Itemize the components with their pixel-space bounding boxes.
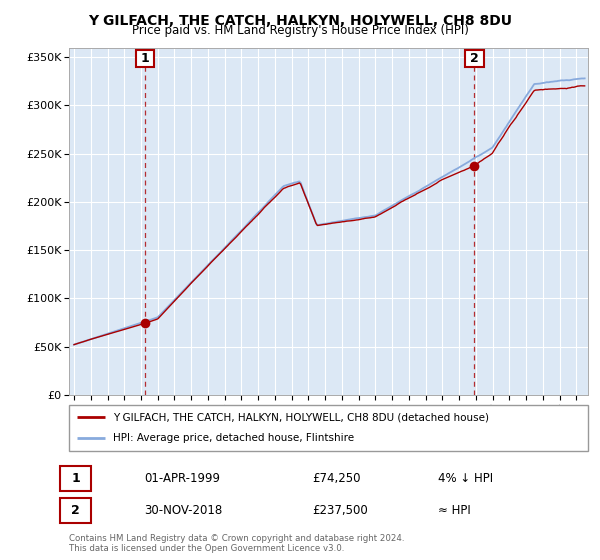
- Text: ≈ HPI: ≈ HPI: [438, 504, 471, 517]
- Text: Price paid vs. HM Land Registry's House Price Index (HPI): Price paid vs. HM Land Registry's House …: [131, 24, 469, 37]
- Text: 30-NOV-2018: 30-NOV-2018: [144, 504, 222, 517]
- Text: £74,250: £74,250: [312, 472, 361, 486]
- FancyBboxPatch shape: [136, 49, 154, 67]
- FancyBboxPatch shape: [465, 49, 484, 67]
- Text: HPI: Average price, detached house, Flintshire: HPI: Average price, detached house, Flin…: [113, 433, 354, 444]
- Text: Contains HM Land Registry data © Crown copyright and database right 2024.
This d: Contains HM Land Registry data © Crown c…: [69, 534, 404, 553]
- Text: 1: 1: [71, 472, 80, 486]
- Text: 4% ↓ HPI: 4% ↓ HPI: [438, 472, 493, 486]
- Text: £237,500: £237,500: [312, 504, 368, 517]
- Text: 01-APR-1999: 01-APR-1999: [144, 472, 220, 486]
- Text: Y GILFACH, THE CATCH, HALKYN, HOLYWELL, CH8 8DU (detached house): Y GILFACH, THE CATCH, HALKYN, HOLYWELL, …: [113, 412, 489, 422]
- Text: 2: 2: [71, 504, 80, 517]
- Text: 2: 2: [470, 52, 479, 65]
- Text: Y GILFACH, THE CATCH, HALKYN, HOLYWELL, CH8 8DU: Y GILFACH, THE CATCH, HALKYN, HOLYWELL, …: [88, 14, 512, 28]
- Text: 1: 1: [141, 52, 149, 65]
